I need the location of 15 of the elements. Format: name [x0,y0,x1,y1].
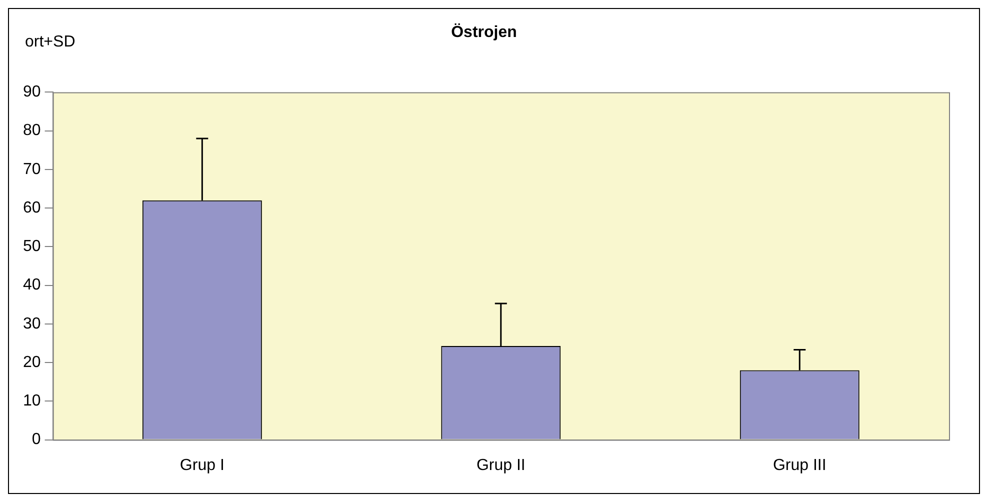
y-tick-label: 10 [23,392,41,410]
y-tick-label: 60 [23,199,41,216]
y-tick-label: 40 [23,276,41,294]
y-tick-label: 20 [23,354,41,371]
chart-title: Östrojen [451,23,517,42]
y-tick-label: 30 [23,315,41,332]
x-tick-label: Grup III [772,456,826,474]
y-tick-label: 70 [23,160,41,178]
y-tick-label: 0 [32,431,41,448]
x-tick-label: Grup I [180,456,224,474]
y-axis-title: ort+SD [25,33,76,50]
y-tick-label: 90 [23,84,41,101]
x-tick-label: Grup II [476,456,526,474]
y-tick-label: 50 [23,238,41,256]
y-tick-label: 80 [23,122,41,140]
